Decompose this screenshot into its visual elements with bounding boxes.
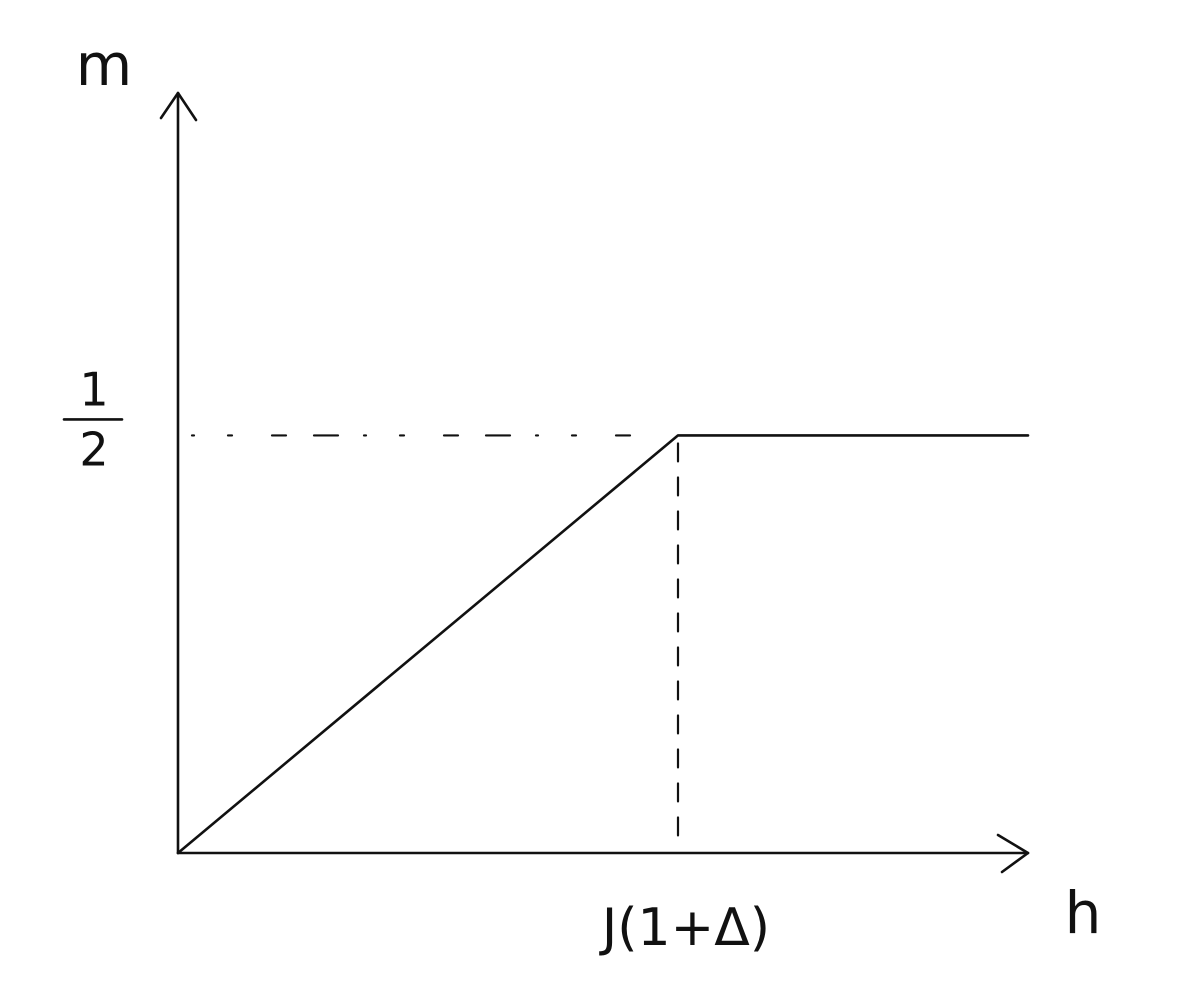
x-axis-arrowhead xyxy=(996,833,1030,874)
x-tick-label: J(1+Δ) xyxy=(599,898,770,958)
x-axis-label: h xyxy=(1065,879,1102,947)
y-axis-label: m xyxy=(76,31,133,99)
series-line-m-vs-h xyxy=(176,434,1030,855)
y-axis-arrowhead xyxy=(159,91,198,122)
y-tick-denominator: 2 xyxy=(79,422,108,476)
y-tick-numerator: 1 xyxy=(79,362,108,416)
y-tick-label-fraction: 1 2 xyxy=(62,362,124,476)
